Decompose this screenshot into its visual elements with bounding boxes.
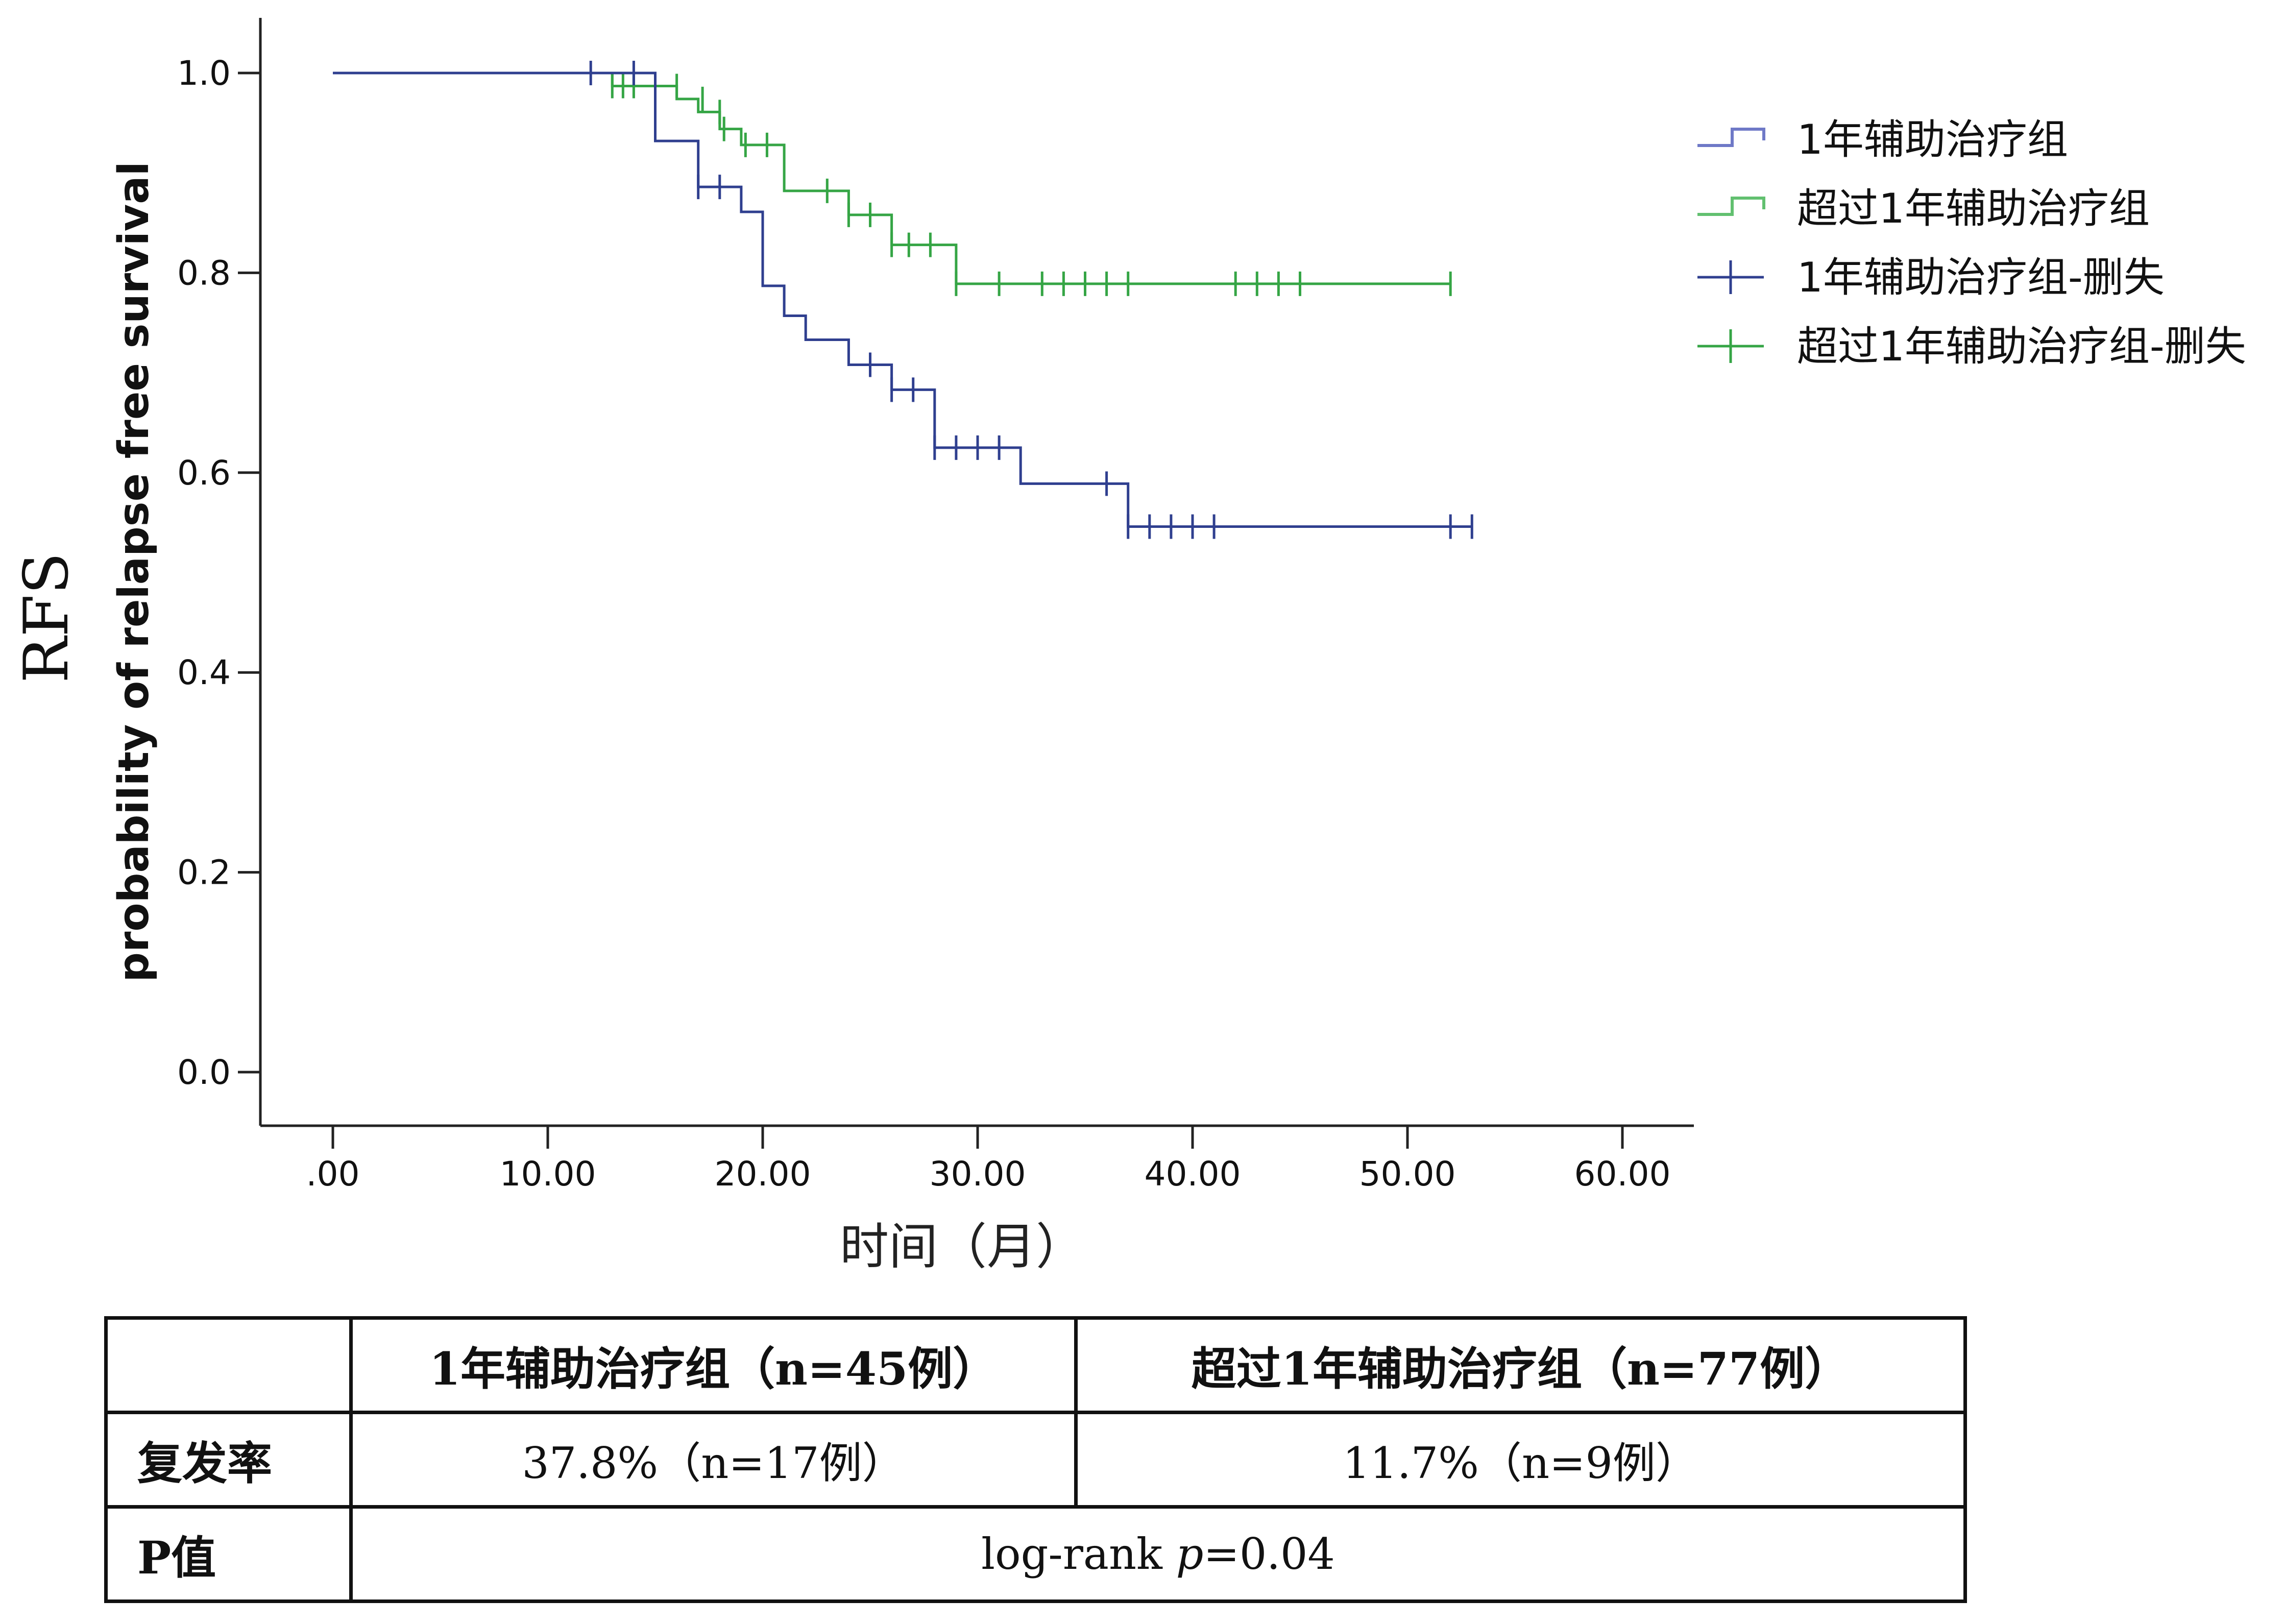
axes: 0.0 0.2 0.4 0.6 0.8 1.0 .00 10.00 20.00 30.00 40.0…	[177, 18, 1694, 1194]
legend-symbol-0	[1697, 128, 1765, 147]
row-label-pvalue: P值	[104, 1505, 353, 1603]
table-header-group1: 1年辅助治疗组（n=45例）	[349, 1316, 1078, 1414]
table-header-group2: 超过1年辅助治疗组（n=77例）	[1074, 1316, 1967, 1414]
x-tick-label-4: 40.00	[1145, 1154, 1241, 1194]
table-row-pvalue: P值 log-rank p=0.04	[104, 1505, 1967, 1603]
pvalue-cell: log-rank p=0.04	[349, 1505, 1967, 1603]
pvalue-prefix: log-rank	[981, 1529, 1176, 1579]
legend-label-0: 1年辅助治疗组	[1797, 116, 2068, 163]
table-header-row: 1年辅助治疗组（n=45例） 超过1年辅助治疗组（n=77例）	[104, 1316, 1967, 1414]
km-chart: 0.0 0.2 0.4 0.6 0.8 1.0 .00 10.00 20.00 30.00 40.0…	[11, 18, 2246, 1275]
table-row-recurrence: 复发率 37.8%（n=17例） 11.7%（n=9例）	[104, 1411, 1967, 1509]
x-tick-label-0: .00	[306, 1154, 360, 1194]
pvalue-italic: p	[1176, 1529, 1204, 1579]
table-corner-cell	[104, 1316, 353, 1414]
x-tick-label-6: 60.00	[1574, 1154, 1671, 1194]
x-tick-label-5: 50.00	[1359, 1154, 1456, 1194]
x-tick-label-1: 10.00	[500, 1154, 596, 1194]
x-axis-title: 时间（月）	[840, 1218, 1085, 1275]
legend-symbol-1	[1697, 197, 1765, 216]
y-tick-label-4: 0.8	[177, 253, 231, 293]
pvalue-suffix: =0.04	[1203, 1529, 1335, 1579]
y-tick-label-1: 0.2	[177, 853, 231, 892]
y-tick-label-2: 0.4	[177, 653, 231, 692]
x-tick-label-3: 30.00	[930, 1154, 1026, 1194]
outer-title: RFS	[11, 552, 82, 683]
legend-label-1: 超过1年辅助治疗组	[1797, 185, 2150, 232]
x-tick-label-2: 20.00	[715, 1154, 811, 1194]
y-axis-title: probability of relapse free survival	[110, 161, 158, 982]
y-tick-label-5: 1.0	[177, 54, 231, 93]
legend-label-2: 1年辅助治疗组-删失	[1797, 254, 2165, 301]
row-label-recurrence: 复发率	[104, 1411, 353, 1509]
legend-label-3: 超过1年辅助治疗组-删失	[1797, 323, 2246, 370]
summary-table: 1年辅助治疗组（n=45例） 超过1年辅助治疗组（n=77例） 复发率 37.8…	[104, 1316, 1967, 1603]
km-curve-series-1	[333, 71, 1472, 528]
recurrence-group2: 11.7%（n=9例）	[1074, 1411, 1967, 1509]
series-layer	[333, 61, 1473, 539]
y-tick-label-3: 0.6	[177, 453, 231, 493]
y-tick-label-0: 0.0	[177, 1053, 231, 1092]
recurrence-group1: 37.8%（n=17例）	[349, 1411, 1078, 1509]
